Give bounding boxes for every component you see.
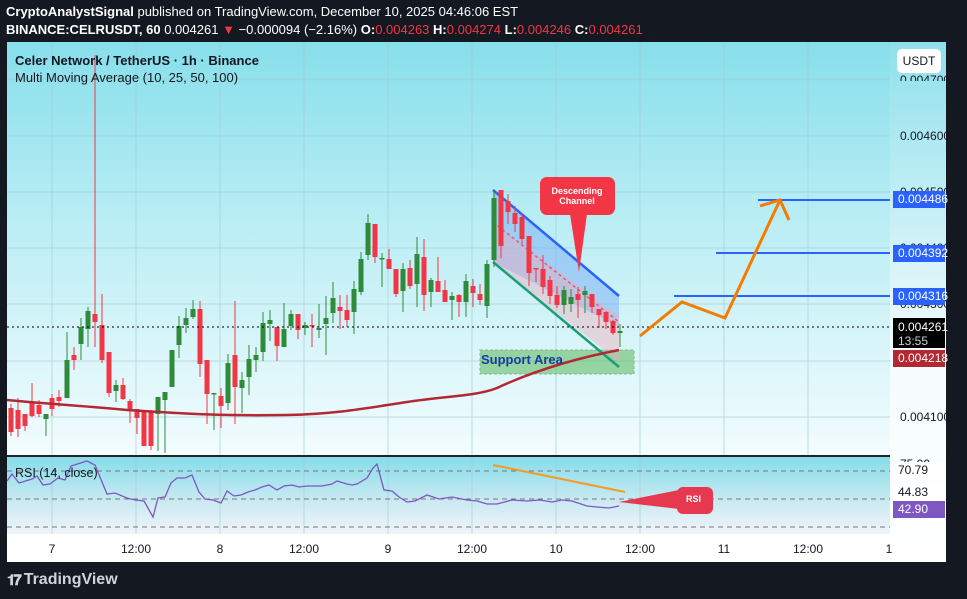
rsi-callout-text: RSI (686, 494, 702, 504)
time-tick: 12:00 (792, 542, 824, 556)
high-value: 0.004274 (446, 22, 501, 37)
chart-legend-title: Celer Network / TetherUS · 1h · Binance (15, 53, 259, 68)
open-value: 0.004263 (375, 22, 430, 37)
low-label: L: (504, 22, 517, 37)
rsi-legend[interactable]: RSI (14, close) (15, 466, 98, 480)
rsi-high-tag: 70.79 (893, 462, 945, 479)
time-tick: 11 (717, 542, 731, 556)
high-label: H: (433, 22, 447, 37)
target3-price-tag: 0.004486 (893, 191, 948, 208)
rsi-chart-svg (7, 457, 890, 534)
open-label: O: (360, 22, 376, 37)
ma-price-tag: 0.004218 (893, 350, 948, 367)
price-chart-svg (7, 42, 890, 455)
time-tick: 9 (384, 542, 392, 556)
close-value: 0.004261 (588, 22, 643, 37)
time-tick: 12:00 (456, 542, 488, 556)
rsi-tick: 75.00 (900, 457, 930, 463)
time-tick: 1 (885, 542, 893, 556)
last-price: 0.004261 (164, 22, 219, 37)
rsi-callout (677, 487, 713, 514)
support-area-label: Support Area (481, 352, 563, 367)
close-label: C: (574, 22, 589, 37)
candles (8, 55, 623, 453)
price-tick: 0.004600 (900, 129, 951, 143)
current-price-value: 0.004261 (898, 320, 949, 334)
published-info: published on TradingView.com, December 1… (133, 4, 519, 19)
rsi-pane[interactable] (7, 457, 890, 534)
rsi-band-lines (7, 470, 890, 528)
current-price-tag: 0.004261 13:55 (893, 318, 949, 348)
time-tick: 7 (48, 542, 56, 556)
bar-countdown: 13:55 (898, 334, 929, 348)
projection-arrowhead-icon (759, 198, 791, 221)
channel-callout-text: Descending Channel (551, 186, 603, 206)
target2-price-tag: 0.004392 (893, 245, 948, 262)
time-axis[interactable]: 7 12:00 8 12:00 9 12:00 10 12:00 11 12:0… (7, 534, 893, 562)
projection-path (639, 199, 782, 338)
channel-bottom-line (492, 261, 620, 368)
price-tick: 0.004100 (900, 410, 951, 424)
currency-button[interactable]: USDT (897, 49, 941, 73)
channel-mid-line (492, 221, 620, 323)
time-tick: 12:00 (288, 542, 320, 556)
pane-divider[interactable] (7, 455, 890, 457)
rsi-mid-tag: 44.83 (893, 484, 945, 501)
channel-callout (540, 177, 615, 215)
tradingview-logo[interactable]: 𝟏𝟕 TradingView (7, 571, 118, 589)
time-tick: 10 (549, 542, 563, 556)
rsi-current-tag: 42.90 (893, 501, 945, 518)
time-tick: 12:00 (120, 542, 152, 556)
moving-average-line (7, 348, 620, 417)
time-tick: 8 (216, 542, 224, 556)
rsi-divergence-line (492, 464, 626, 493)
price-change: −0.000094 (−2.16%) (238, 22, 358, 37)
target1-price-tag: 0.004316 (893, 288, 948, 305)
publish-header: CryptoAnalystSignal published on Trading… (6, 3, 643, 39)
logo-text: TradingView (23, 571, 118, 588)
channel-callout-pointer (570, 214, 587, 272)
rsi-callout-pointer (619, 490, 679, 509)
low-value: 0.004246 (516, 22, 572, 37)
support-area (479, 349, 635, 375)
price-tick: 0.004700 (900, 73, 951, 81)
down-arrow-icon: ▼ (222, 22, 235, 37)
symbol-label: BINANCE:CELRUSDT, 60 (6, 22, 161, 37)
tradingview-logo-icon: 𝟏𝟕 (7, 571, 22, 589)
price-pane[interactable] (7, 42, 890, 455)
rsi-line (7, 460, 620, 519)
time-tick: 12:00 (624, 542, 656, 556)
indicator-legend[interactable]: Multi Moving Average (10, 25, 50, 100) (15, 70, 239, 85)
author-name[interactable]: CryptoAnalystSignal (6, 4, 134, 19)
channel-top-line (492, 189, 620, 297)
